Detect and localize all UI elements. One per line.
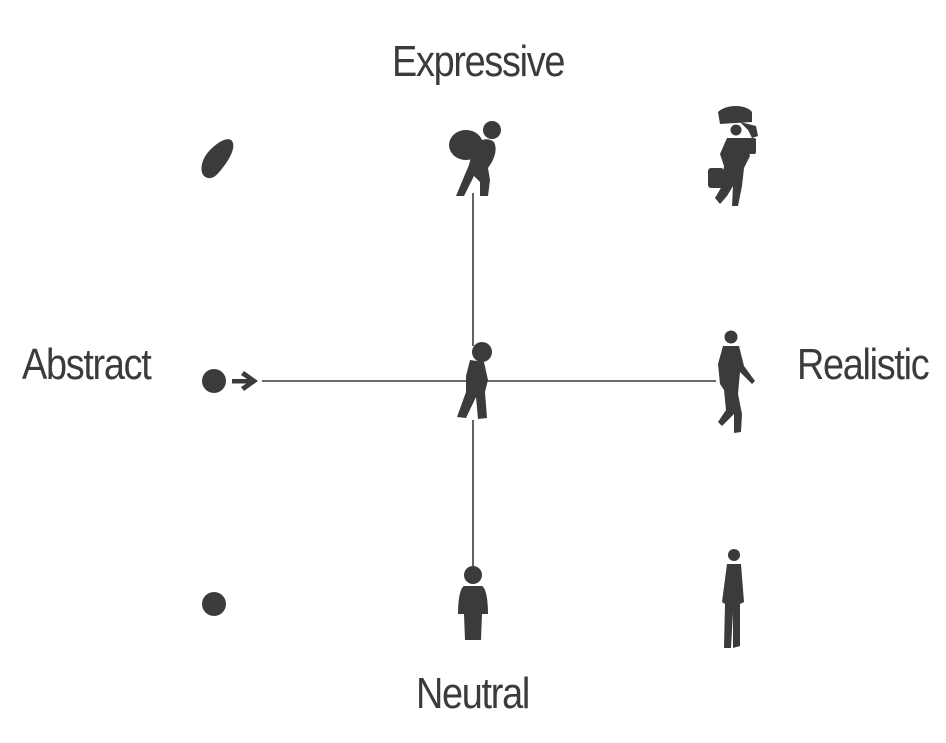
dot-icon [202,592,226,616]
walking-figure-icon [457,342,492,419]
realistic-person-with-luggage-icon [708,106,758,206]
axis-label-abstract: Abstract [22,340,152,389]
realistic-standing-person-icon [722,549,744,648]
abstract-blob-icon [201,139,234,179]
axis-label-neutral: Neutral [416,669,530,718]
person-carrying-sack-icon [449,121,501,196]
axis-label-realistic: Realistic [797,340,930,389]
dot-with-arrow-icon [202,369,258,393]
neutral-person-icon [458,566,488,640]
realistic-walking-person-icon [718,330,755,433]
axis-label-expressive: Expressive [392,37,565,86]
